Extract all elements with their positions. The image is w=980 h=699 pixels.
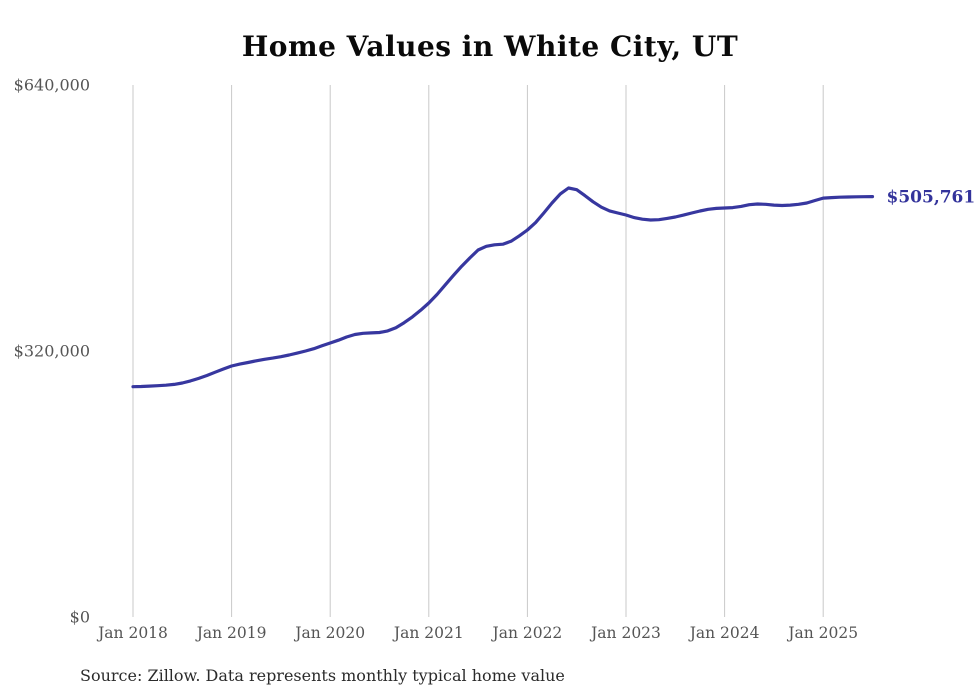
home-value-line — [131, 186, 875, 389]
x-axis-tick-label: Jan 2025 — [786, 624, 858, 642]
source-note: Source: Zillow. Data represents monthly … — [80, 666, 565, 685]
x-axis-tick-label: Jan 2018 — [96, 624, 168, 642]
x-axis-tick-label: Jan 2024 — [688, 624, 760, 642]
y-axis-tick-label: $640,000 — [14, 76, 90, 95]
y-axis-tick-label: $320,000 — [14, 342, 90, 361]
chart-title: Home Values in White City, UT — [241, 30, 739, 63]
x-axis-tick-label: Jan 2023 — [589, 624, 661, 642]
x-axis-tick-label: Jan 2020 — [293, 624, 365, 642]
x-axis-tick-label: Jan 2019 — [195, 624, 267, 642]
y-axis-tick-label: $0 — [70, 608, 90, 627]
x-axis-tick-label: Jan 2021 — [392, 624, 464, 642]
latest-value-label: $505,761 — [887, 188, 976, 208]
x-axis-tick-label: Jan 2022 — [490, 624, 562, 642]
line-chart-plot: $640,000 $320,000 $0 Jan 2018 Jan 2019 Jan 20… — [14, 76, 976, 643]
